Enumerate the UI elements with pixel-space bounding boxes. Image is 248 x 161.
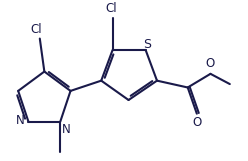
Text: N: N <box>16 114 24 127</box>
Text: Cl: Cl <box>106 2 117 15</box>
Text: Cl: Cl <box>31 23 42 36</box>
Text: S: S <box>143 38 151 51</box>
Text: O: O <box>205 57 215 70</box>
Text: O: O <box>193 116 202 129</box>
Text: N: N <box>62 123 71 136</box>
